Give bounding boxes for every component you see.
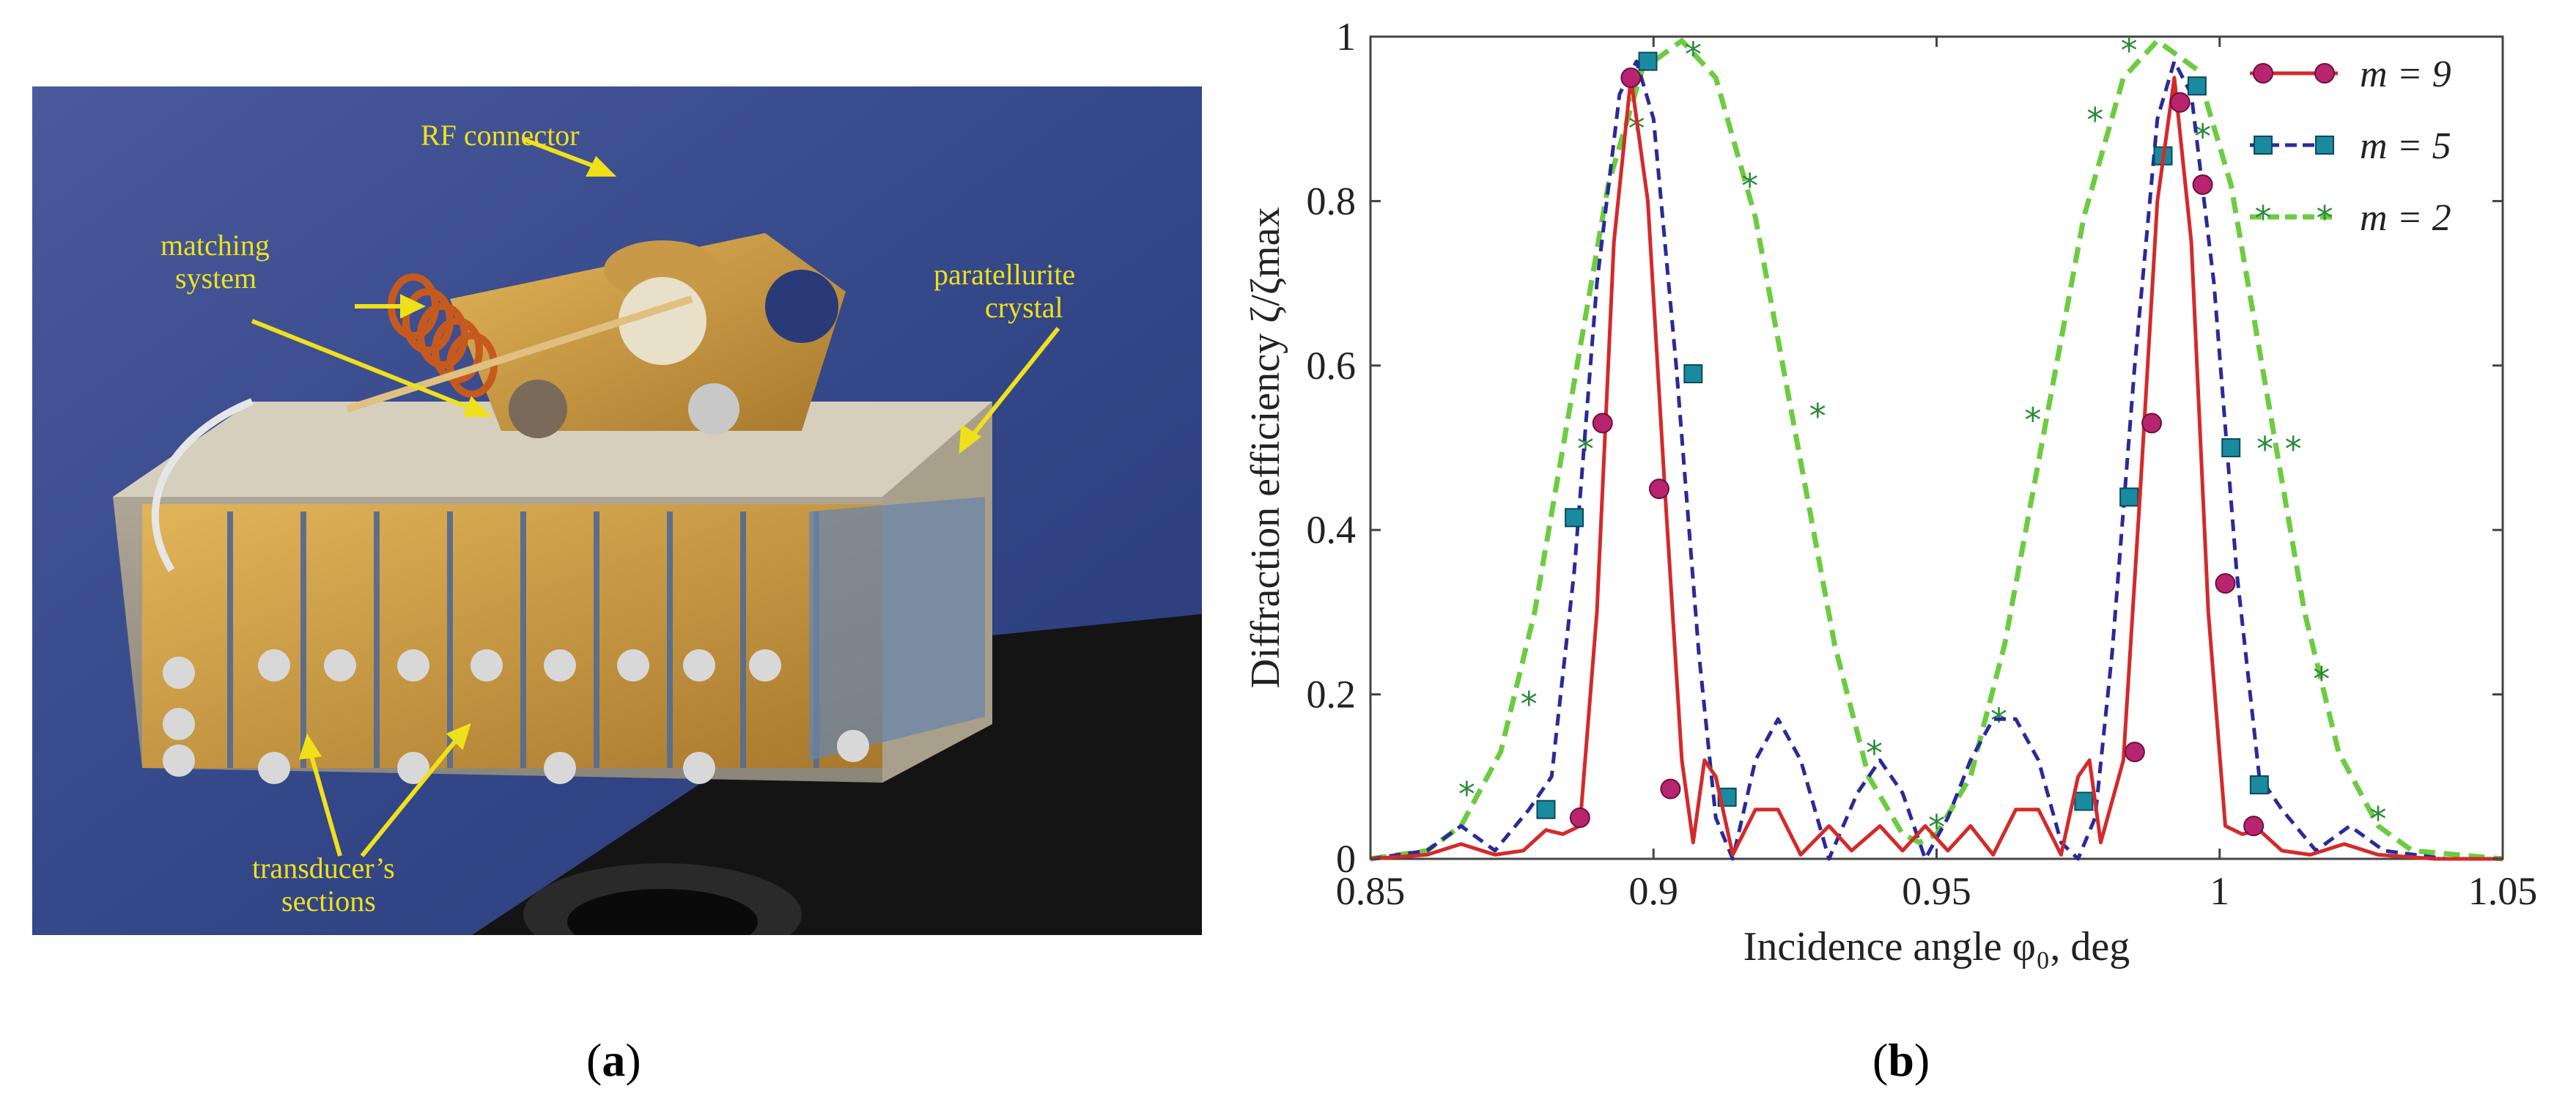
series-marker	[2215, 573, 2236, 594]
x-tick-label: 0.9	[1629, 869, 1679, 913]
series-marker: *	[2313, 660, 2330, 699]
x-tick-label: 0.85	[1336, 869, 1406, 913]
series-marker	[1592, 413, 1613, 434]
series-marker	[1683, 364, 1703, 384]
label-crystal-1: paratellurite	[934, 258, 1075, 291]
series-marker	[1660, 778, 1681, 799]
series-marker: *	[2121, 31, 2138, 70]
series-marker	[1648, 479, 1669, 500]
label-transducer-2: sections	[281, 884, 376, 917]
x-tick-label: 0.95	[1902, 869, 1971, 913]
plot-border	[1369, 35, 2504, 860]
series-marker	[1565, 508, 1584, 528]
series-marker	[1536, 799, 1556, 819]
series-marker	[2249, 775, 2269, 795]
series-marker	[1620, 67, 1642, 89]
y-tick-label: 0.8	[1307, 179, 1357, 223]
legend-marker	[2253, 63, 2273, 84]
x-tick-label: 1.05	[2468, 869, 2538, 913]
series-marker	[2187, 76, 2207, 96]
series-marker: *	[2086, 100, 2103, 140]
series-marker: *	[1928, 808, 1945, 847]
series-marker: *	[1866, 734, 1883, 773]
x-axis-title: Incidence angle φ₀, deg	[1743, 924, 2130, 970]
legend-marker	[2315, 136, 2334, 155]
series-line	[1370, 38, 2503, 862]
legend-marker	[2314, 63, 2335, 84]
ticks-layer: 0.85 0.9 0.95 1 1.05 0 0.2 0.4 0.6 0.8 1	[1307, 15, 2538, 913]
series-marker	[2124, 742, 2145, 763]
diffraction-efficiency-chart: *************** *** 0.85 0.9 0.95 1 1.0500.20…	[1243, 15, 2538, 970]
series-marker	[2169, 92, 2191, 113]
plot-frame	[1369, 35, 2504, 860]
x-tick-label: 1	[2210, 869, 2229, 913]
caption-a-letter: a	[602, 1034, 626, 1086]
legend-marker: *	[2255, 199, 2272, 238]
series-line	[1370, 75, 2503, 861]
solder-dots	[163, 649, 869, 784]
y-tick-label: 0.4	[1307, 508, 1357, 552]
device-photo-svg: RF connector matching system paratelluri…	[32, 86, 1202, 935]
legend-label: m = 9	[2360, 53, 2451, 95]
series-marker: *	[1458, 775, 1475, 814]
series-marker	[2074, 791, 2094, 811]
series-2: *************** ***	[1370, 31, 2503, 862]
series-marker: *	[2285, 429, 2302, 469]
y-tick-label: 0	[1336, 837, 1356, 881]
series-marker: *	[2370, 799, 2387, 839]
series-marker	[1569, 807, 1590, 828]
series-marker	[2221, 438, 2241, 457]
series-marker: *	[2256, 429, 2273, 469]
y-tick-label: 0.2	[1307, 673, 1357, 717]
legend: m = 9 m = 5 * * m = 2	[2250, 53, 2451, 239]
series-marker	[2141, 413, 2163, 434]
label-matching-1: matching	[160, 229, 270, 262]
caption-a: (a)	[586, 1034, 641, 1086]
label-matching-2: system	[175, 262, 257, 295]
legend-label: m = 5	[2360, 125, 2451, 167]
y-axis-title: Diffraction efficiency ζ/ζmax	[1243, 207, 1288, 689]
series-layer: *************** ***	[1370, 31, 2503, 862]
series-marker: *	[1685, 34, 1702, 74]
caption-b: (b)	[1872, 1034, 1930, 1086]
device-photo: RF connector matching system paratelluri…	[32, 86, 1202, 935]
label-arrows	[251, 137, 1060, 857]
series-marker	[2243, 816, 2265, 837]
chart-container: * * * * * * * * * * * * * * * * * * 0.85 0.9 0.95 1 1.05 0 0.2 0…	[1231, 0, 2576, 1011]
series-marker: *	[1521, 684, 1538, 724]
y-tick-label: 1	[1336, 15, 1356, 59]
series-marker	[2192, 174, 2213, 195]
legend-label: m = 2	[2360, 197, 2451, 239]
legend-marker: *	[2317, 199, 2333, 238]
legend-marker	[2254, 136, 2273, 155]
label-rf-connector: RF connector	[421, 119, 580, 152]
series-marker	[2119, 487, 2139, 507]
series-marker: *	[1741, 166, 1758, 206]
label-transducer-1: transducer’s	[252, 852, 395, 884]
series-marker: *	[1809, 396, 1826, 436]
series-marker: *	[2024, 401, 2041, 440]
series-marker	[1638, 51, 1658, 71]
transducer-electrode	[142, 504, 882, 768]
y-tick-label: 0.6	[1307, 344, 1357, 388]
label-crystal-2: crystal	[985, 291, 1063, 324]
rf-connector-body	[604, 240, 721, 299]
series-0	[1370, 67, 2503, 861]
caption-b-letter: b	[1888, 1034, 1914, 1086]
